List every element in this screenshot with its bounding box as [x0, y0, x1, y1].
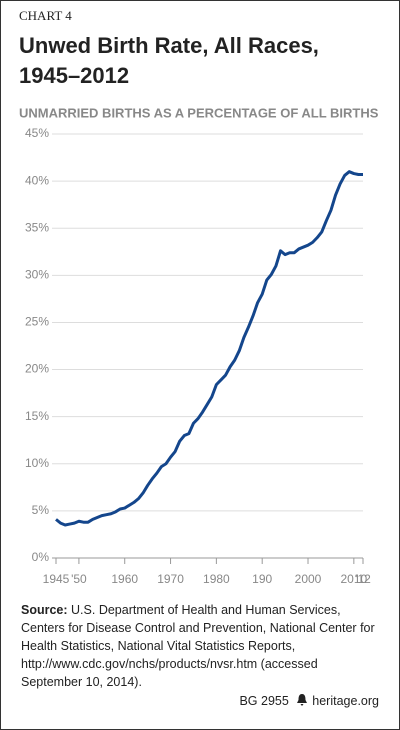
x-tick-label: 190 [252, 572, 272, 586]
y-tick-label: 45% [25, 126, 49, 140]
x-tick-label: '12 [355, 572, 371, 586]
site: heritage.org [312, 694, 379, 708]
x-tick-label: 1945 [43, 572, 70, 586]
source-label: Source: [21, 603, 68, 617]
chart: CHART 4 Unwed Birth Rate, All Races, 194… [19, 8, 379, 586]
y-tick-label: 0% [32, 550, 50, 564]
x-tick-label: 1980 [203, 572, 230, 586]
y-tick-label: 30% [25, 268, 49, 282]
source: Source: U.S. Department of Health and Hu… [21, 601, 381, 691]
x-tick-label: 1960 [111, 572, 138, 586]
footer: BG 2955 heritage.org [239, 693, 379, 708]
y-tick-label: 25% [25, 315, 49, 329]
chart-label: CHART 4 [19, 8, 72, 23]
source-text: U.S. Department of Health and Human Serv… [21, 603, 375, 689]
chart-title: 1945–2012 [19, 63, 129, 88]
y-tick-label: 15% [25, 409, 49, 423]
y-tick-label: 35% [25, 220, 49, 234]
chart-subtitle: UNMARRIED BIRTHS AS A PERCENTAGE OF ALL … [19, 105, 379, 120]
x-tick-label: 1970 [157, 572, 184, 586]
chart-title: Unwed Birth Rate, All Races, [19, 33, 319, 58]
y-tick-label: 20% [25, 362, 49, 376]
x-tick-label: '50 [71, 572, 87, 586]
data-line [55, 170, 363, 527]
x-tick-label: 2010 [340, 572, 367, 586]
bell-icon [297, 694, 308, 706]
y-tick-label: 5% [32, 503, 50, 517]
y-tick-label: 40% [25, 173, 49, 187]
y-tick-label: 10% [25, 456, 49, 470]
report-id: BG 2955 [239, 694, 289, 708]
x-tick-label: 2000 [295, 572, 322, 586]
